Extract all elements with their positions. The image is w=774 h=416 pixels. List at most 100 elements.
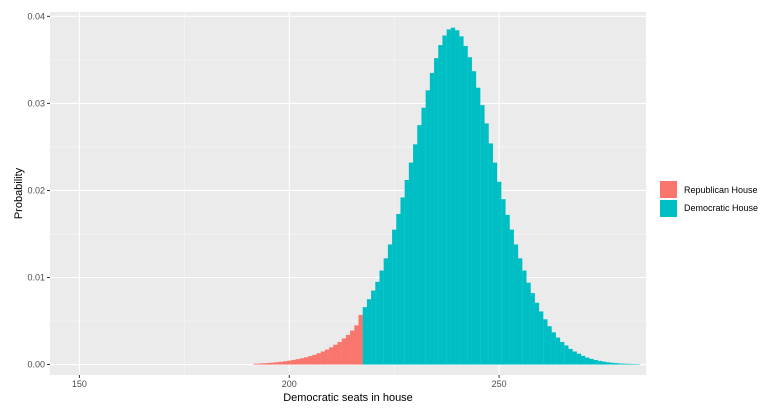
bar-democratic xyxy=(631,364,636,365)
bar-democratic xyxy=(589,358,594,365)
bar-republican xyxy=(257,363,263,365)
bar-democratic xyxy=(622,363,628,365)
bar-democratic xyxy=(530,293,535,365)
bar-democratic xyxy=(559,341,565,365)
bar-democratic xyxy=(497,181,502,365)
bar-democratic xyxy=(371,290,376,365)
bar-democratic xyxy=(467,57,472,365)
legend: Republican House Democratic House xyxy=(660,181,758,217)
bar-democratic xyxy=(564,345,569,365)
bar-republican xyxy=(354,325,359,365)
bar-democratic xyxy=(471,71,477,365)
legend-label-democratic: Democratic House xyxy=(684,203,758,213)
bar-democratic xyxy=(434,58,439,365)
bar-democratic xyxy=(580,355,586,365)
x-tick-label: 150 xyxy=(72,379,87,389)
bar-republican xyxy=(295,359,300,365)
bar-republican xyxy=(291,359,296,365)
bar-republican xyxy=(303,357,309,365)
bar-democratic xyxy=(421,107,426,365)
y-tick-label: 0.04 xyxy=(27,11,45,21)
bar-democratic xyxy=(366,299,372,365)
bar-democratic xyxy=(534,302,540,365)
bar-democratic xyxy=(517,258,523,365)
bar-democratic xyxy=(387,244,393,365)
bar-democratic xyxy=(513,244,519,365)
bar-democratic xyxy=(522,270,527,365)
bar-democratic xyxy=(576,353,582,365)
bar-republican xyxy=(308,356,313,365)
legend-label-republican: Republican House xyxy=(684,185,758,195)
bar-democratic xyxy=(375,281,380,365)
bar-republican xyxy=(282,361,288,365)
bar-democratic xyxy=(601,361,607,365)
bar-democratic xyxy=(450,27,456,365)
bar-democratic xyxy=(614,363,619,365)
bar-democratic xyxy=(379,270,384,365)
bar-republican xyxy=(312,354,317,365)
bar-republican xyxy=(345,334,351,365)
bar-republican xyxy=(287,360,292,365)
bar-democratic xyxy=(396,213,401,365)
bar-democratic xyxy=(429,72,435,365)
minor-gridlines xyxy=(50,12,646,375)
bar-democratic xyxy=(484,123,489,365)
bar-democratic xyxy=(417,125,422,365)
y-tick-label: 0.02 xyxy=(27,185,45,195)
bar-democratic xyxy=(392,229,397,365)
bar-democratic xyxy=(526,282,531,365)
bar-democratic xyxy=(455,30,460,365)
bar-republican xyxy=(337,341,342,365)
bar-democratic xyxy=(488,143,493,365)
bar-democratic xyxy=(446,29,451,365)
bar-republican xyxy=(320,351,326,365)
bar-democratic xyxy=(400,197,405,365)
bar-democratic xyxy=(572,351,577,365)
bar-democratic xyxy=(597,360,603,365)
x-axis-title: Democratic seats in house xyxy=(283,392,413,404)
bar-democratic xyxy=(610,362,615,365)
bar-republican xyxy=(316,353,321,365)
panel-background xyxy=(50,12,646,375)
bar-democratic xyxy=(425,90,430,365)
bar-republican xyxy=(274,362,279,365)
bar-republican xyxy=(261,363,267,365)
bar-democratic xyxy=(492,162,498,365)
bar-democratic xyxy=(476,87,481,365)
bar-republican xyxy=(333,344,338,365)
y-axis: 0.00 0.01 0.02 0.03 0.04 xyxy=(27,11,50,370)
bar-democratic xyxy=(538,311,544,365)
bar-democratic xyxy=(501,199,506,365)
bar-democratic xyxy=(618,363,624,365)
bar-democratic xyxy=(480,105,485,365)
bar-democratic xyxy=(509,229,514,365)
bar-democratic xyxy=(413,144,418,365)
bar-republican xyxy=(270,362,275,365)
bar-democratic xyxy=(585,357,590,365)
bar-republican xyxy=(253,363,258,365)
bar-democratic xyxy=(555,337,561,365)
x-axis: 150 200 250 xyxy=(72,375,507,389)
bar-republican xyxy=(324,349,330,365)
y-tick-label: 0.03 xyxy=(27,98,45,108)
bar-republican xyxy=(358,314,363,365)
bars xyxy=(253,27,640,365)
x-tick-label: 200 xyxy=(282,379,297,389)
y-tick-label: 0.01 xyxy=(27,273,45,283)
bar-republican xyxy=(341,338,347,365)
legend-key-republican xyxy=(660,181,677,198)
bar-democratic xyxy=(551,332,556,365)
bar-democratic xyxy=(459,36,464,365)
bar-democratic xyxy=(383,258,389,365)
bar-democratic xyxy=(593,360,598,365)
bar-democratic xyxy=(438,45,443,365)
bar-democratic xyxy=(404,180,410,365)
bar-democratic xyxy=(442,35,447,365)
bar-republican xyxy=(329,347,334,365)
bar-republican xyxy=(278,361,284,365)
bar-democratic xyxy=(627,363,632,365)
bar-republican xyxy=(350,330,355,365)
bar-democratic xyxy=(408,162,414,365)
y-axis-title: Probability xyxy=(13,167,25,219)
